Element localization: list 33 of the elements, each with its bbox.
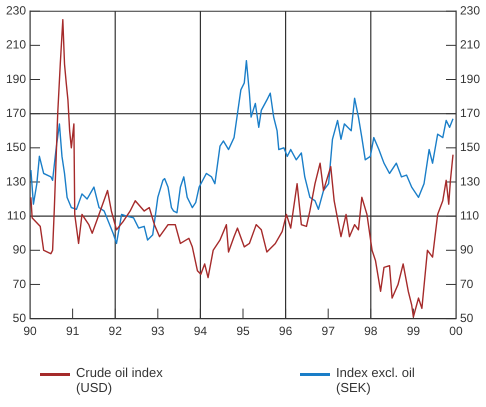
y2-tick-label: 190 (460, 72, 480, 86)
legend-label: Index excl. oil (SEK) (336, 365, 416, 395)
legend-label: Crude oil index (USD) (76, 365, 164, 395)
x-tick-label: 00 (449, 324, 463, 338)
x-tick-label: 94 (194, 324, 208, 338)
y2-tick-label: 70 (460, 276, 474, 291)
x-tick-label: 90 (23, 324, 38, 338)
y-tick-label: 150 (6, 140, 26, 154)
y-tick-label: 190 (6, 72, 26, 86)
x-tick-label: 96 (278, 324, 293, 338)
y-tick-label: 170 (6, 106, 26, 120)
x-tick-label: 99 (406, 324, 420, 338)
y-tick-label: 230 (6, 4, 26, 18)
y2-tick-label: 150 (460, 140, 480, 154)
y2-tick-label: 90 (460, 242, 474, 257)
y2-tick-label: 130 (460, 174, 480, 188)
x-tick-label: 93 (151, 324, 165, 338)
y-tick-label: 70 (12, 276, 26, 291)
y-tick-label: 50 (12, 310, 26, 325)
y2-tick-label: 50 (460, 310, 474, 325)
x-tick-label: 95 (236, 324, 250, 338)
y-tick-label: 90 (12, 242, 26, 257)
y2-tick-label: 230 (460, 4, 480, 18)
y-tick-label: 210 (6, 38, 26, 52)
x-tick-label: 91 (66, 324, 80, 338)
x-tick-label: 92 (108, 324, 122, 338)
x-tick-label: 98 (364, 324, 378, 338)
y2-tick-label: 170 (460, 106, 480, 120)
y-tick-label: 130 (6, 174, 26, 188)
y2-tick-label: 110 (460, 208, 480, 222)
y2-tick-label: 210 (460, 38, 480, 52)
x-tick-label: 97 (322, 324, 336, 338)
y-tick-label: 110 (6, 208, 26, 222)
